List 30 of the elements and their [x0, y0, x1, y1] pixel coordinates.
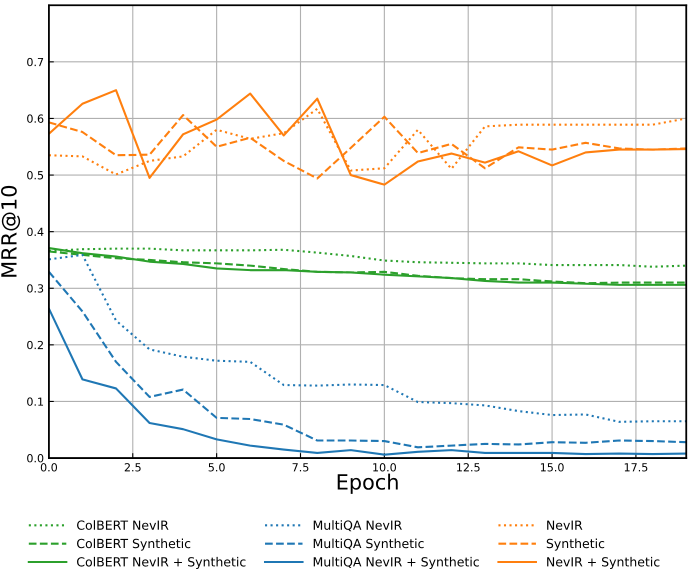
x-tick-label: 15.0: [540, 463, 564, 472]
legend-label: Synthetic: [546, 538, 604, 551]
line-series: [48, 270, 686, 448]
x-tick-label: 7.5: [292, 463, 308, 472]
legend-label: ColBERT Synthetic: [77, 538, 190, 551]
x-tick-label: 10.0: [373, 463, 396, 472]
legend-label: ColBERT NevIR + Synthetic: [77, 556, 246, 569]
legend-label: MultiQA NevIR: [314, 520, 402, 532]
x-tick-label: 5.0: [208, 463, 225, 472]
line-series: [48, 308, 686, 456]
line-series: [48, 254, 686, 423]
legend-label: MultiQA Synthetic: [314, 538, 424, 551]
y-tick-label: 0.0: [27, 454, 44, 462]
x-tick-label: 2.5: [124, 463, 141, 472]
y-axis-title: MRR@10: [1, 186, 20, 277]
x-tick-label: 12.5: [457, 463, 480, 472]
y-tick-label: 0.7: [27, 58, 44, 66]
legend-label: NevIR + Synthetic: [547, 556, 660, 569]
y-tick-label: 0.6: [27, 114, 44, 123]
y-tick-label: 0.2: [27, 340, 43, 350]
y-tick-label: 0.5: [27, 171, 44, 180]
y-tick-label: 0.4: [27, 228, 44, 236]
legend-label: ColBERT NevIR: [77, 520, 168, 530]
legend-label: NevIR: [547, 520, 582, 530]
x-tick-label: 17.5: [624, 463, 648, 472]
y-tick-label: 0.1: [27, 397, 44, 406]
x-tick-label: 0.0: [40, 463, 58, 472]
legend-label: MultiQA NevIR + Synthetic: [314, 556, 479, 569]
x-axis-title: Epoch: [338, 474, 398, 494]
y-tick-label: 0.3: [27, 284, 44, 293]
